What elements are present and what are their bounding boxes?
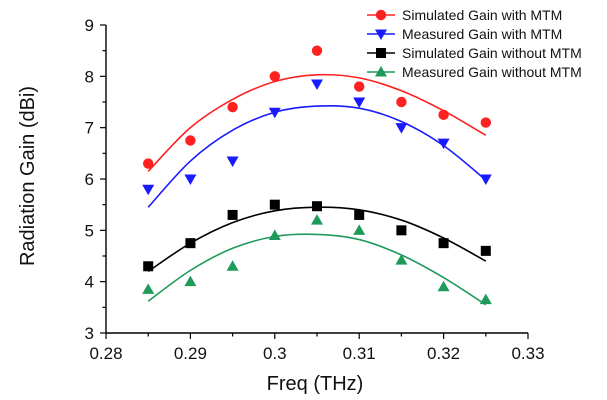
x-tick-label: 0.29 bbox=[174, 344, 207, 363]
y-tick-label: 4 bbox=[85, 273, 94, 292]
data-point bbox=[185, 238, 196, 249]
data-point bbox=[311, 79, 323, 91]
data-point bbox=[354, 209, 365, 220]
legend-marker bbox=[375, 9, 387, 21]
data-point bbox=[437, 280, 450, 292]
legend-marker bbox=[375, 29, 387, 40]
data-point bbox=[269, 199, 280, 210]
series-3 bbox=[143, 199, 491, 273]
legend: Simulated Gain with MTM Measured Gain wit… bbox=[367, 7, 582, 80]
data-point bbox=[311, 214, 323, 225]
y-tick-label: 8 bbox=[85, 67, 94, 86]
y-tick-label: 7 bbox=[85, 119, 94, 138]
data-point bbox=[438, 238, 449, 249]
legend-label: Simulated Gain without MTM bbox=[402, 45, 582, 61]
data-point bbox=[396, 225, 407, 236]
data-point bbox=[226, 156, 239, 168]
y-axis-title: Radiation Gain (dBi) bbox=[17, 86, 39, 266]
data-point bbox=[395, 123, 408, 134]
data-point bbox=[479, 293, 492, 305]
data-point bbox=[353, 224, 366, 235]
data-point bbox=[142, 283, 155, 294]
x-tick-label: 0.3 bbox=[263, 344, 287, 363]
data-point bbox=[227, 209, 238, 220]
data-point bbox=[353, 97, 366, 108]
fit-curve bbox=[147, 104, 487, 208]
data-point bbox=[311, 45, 323, 56]
series-4 bbox=[142, 214, 492, 306]
data-point bbox=[142, 184, 155, 196]
data-point bbox=[227, 101, 238, 113]
y-axis: 3 4 5 6 7 8 9 bbox=[85, 16, 107, 343]
x-tick-label: 0.28 bbox=[89, 344, 122, 363]
data-point bbox=[396, 96, 407, 108]
data-point bbox=[226, 260, 239, 271]
data-point bbox=[354, 81, 365, 92]
legend-marker bbox=[375, 66, 387, 77]
data-point bbox=[437, 138, 450, 150]
y-tick-label: 9 bbox=[85, 16, 94, 35]
data-point bbox=[269, 71, 280, 82]
legend-label: Measured Gain without MTM bbox=[402, 64, 582, 80]
fit-curve bbox=[147, 233, 487, 306]
data-point bbox=[479, 174, 492, 185]
y-tick-label: 5 bbox=[85, 221, 94, 240]
series-1 bbox=[143, 45, 491, 172]
plot-area bbox=[142, 45, 492, 306]
data-point bbox=[480, 245, 491, 256]
x-axis-title: Freq (THz) bbox=[267, 373, 364, 395]
data-point bbox=[268, 229, 281, 240]
x-axis: 0.28 0.29 0.3 0.31 0.32 0.33 bbox=[89, 332, 545, 363]
y-tick-label: 3 bbox=[85, 324, 94, 343]
data-point bbox=[268, 107, 281, 119]
y-tick-label: 6 bbox=[85, 170, 94, 189]
legend-label: Simulated Gain with MTM bbox=[402, 7, 562, 23]
data-point bbox=[395, 254, 408, 265]
series-2 bbox=[142, 79, 492, 208]
data-point bbox=[312, 201, 322, 212]
legend-entry: Measured Gain with MTM bbox=[367, 26, 562, 42]
data-point bbox=[438, 109, 449, 121]
legend-marker bbox=[376, 48, 386, 58]
legend-entry: Simulated Gain with MTM bbox=[367, 7, 562, 23]
data-point bbox=[143, 158, 154, 169]
legend-entry: Simulated Gain without MTM bbox=[367, 45, 582, 61]
legend-label: Measured Gain with MTM bbox=[402, 26, 562, 42]
data-point bbox=[184, 174, 197, 185]
data-point bbox=[480, 117, 491, 128]
x-tick-label: 0.31 bbox=[343, 344, 376, 363]
x-tick-label: 0.32 bbox=[427, 344, 460, 363]
legend-entry: Measured Gain without MTM bbox=[367, 64, 582, 80]
data-point bbox=[184, 275, 197, 287]
x-tick-label: 0.33 bbox=[511, 344, 544, 363]
fit-curve bbox=[147, 73, 487, 172]
data-point bbox=[143, 261, 154, 272]
data-point bbox=[185, 135, 196, 146]
